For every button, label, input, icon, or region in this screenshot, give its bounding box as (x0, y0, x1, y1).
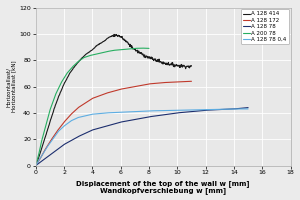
A 128 78 0,4 (188, 109, 192, 111)
A 128 414 (85, 53, 88, 55)
A 128 78 0,4 (232, 108, 236, 110)
A 128 172 (53, 134, 56, 136)
A 200 78 (105, 50, 109, 53)
A 200 78 (34, 164, 38, 167)
A 200 78 (48, 111, 51, 113)
A 128 172 (190, 80, 193, 82)
A 128 414 (34, 164, 38, 166)
A 128 78 (167, 113, 171, 115)
A 200 78 (116, 49, 119, 51)
A 128 78 0,4 (34, 164, 38, 167)
A 128 414 (148, 57, 151, 59)
A 200 78 (71, 66, 74, 68)
Line: A 128 78 0,4: A 128 78 0,4 (36, 109, 248, 166)
Line: A 128 414: A 128 414 (36, 34, 191, 165)
A 128 78 0,4 (246, 108, 250, 110)
A 128 78 (34, 164, 38, 167)
A 128 78 0,4 (59, 127, 63, 130)
Y-axis label: Horizontallast/
Horizontallast [kN]: Horizontallast/ Horizontallast [kN] (6, 61, 16, 112)
Line: A 200 78: A 200 78 (36, 48, 149, 166)
A 128 78 (103, 125, 107, 128)
X-axis label: Displacement of the top of the wall w [mm]
Wandkopfverschiebung w [mm]: Displacement of the top of the wall w [m… (76, 180, 250, 194)
A 128 172 (85, 101, 88, 103)
A 128 78 0,4 (118, 111, 122, 113)
A 128 78 0,4 (187, 109, 191, 111)
A 128 172 (146, 83, 150, 85)
A 128 78 (187, 111, 191, 113)
A 128 78 (188, 110, 192, 113)
A 128 172 (147, 83, 151, 85)
A 128 414 (132, 48, 136, 50)
A 128 78 0,4 (103, 112, 107, 114)
A 128 414 (112, 33, 116, 36)
A 128 414 (147, 55, 150, 58)
A 128 414 (96, 44, 99, 46)
A 128 172 (96, 95, 99, 98)
A 128 172 (34, 164, 38, 167)
A 128 78 (246, 106, 250, 109)
A 200 78 (116, 49, 120, 51)
Line: A 128 78: A 128 78 (36, 108, 248, 166)
Legend: A 128 414, A 128 172, A 128 78, A 200 78, A 128 78 0,4: A 128 414, A 128 172, A 128 78, A 200 78… (241, 9, 289, 44)
A 128 414 (53, 107, 56, 109)
A 128 78 (118, 121, 122, 124)
A 200 78 (140, 47, 144, 49)
A 128 414 (190, 65, 193, 67)
Line: A 128 172: A 128 172 (36, 81, 191, 166)
A 200 78 (79, 59, 83, 61)
A 128 78 (59, 145, 63, 148)
A 200 78 (147, 47, 151, 50)
A 128 78 0,4 (167, 109, 171, 112)
A 128 172 (132, 86, 136, 88)
